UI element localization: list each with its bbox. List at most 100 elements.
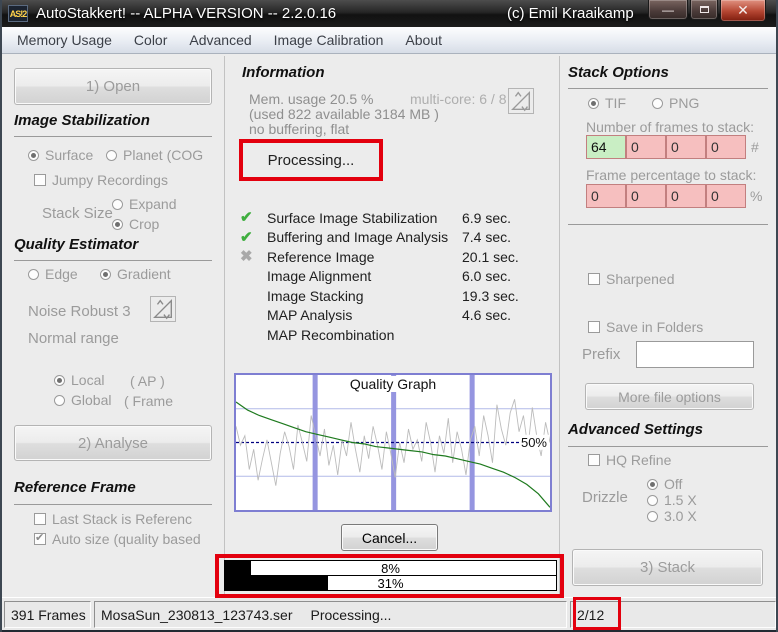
save-in-folders-checkbox[interactable]: Save in Folders [588, 319, 716, 335]
prefix-input[interactable] [636, 341, 754, 368]
open-button[interactable]: 1) Open [14, 68, 212, 105]
global-radio[interactable]: Global [54, 392, 111, 408]
nframes-input-3[interactable] [666, 135, 706, 159]
last-stack-reference-checkbox[interactable]: Last Stack is Referenc [34, 511, 216, 527]
task-row: Image Alignment 6.0 sec. [240, 267, 555, 287]
divider-right [559, 56, 560, 596]
task-row: ✔ Buffering and Image Analysis 7.4 sec. [240, 228, 555, 248]
divider [568, 446, 768, 447]
menu-item-image-calibration[interactable]: Image Calibration [273, 32, 384, 48]
png-radio[interactable]: PNG [652, 95, 699, 111]
menu-item-memory-usage[interactable]: Memory Usage [17, 32, 112, 48]
drizzle-15x-radio[interactable]: 1.5 X [647, 492, 697, 508]
task-label: Image Alignment [267, 268, 372, 285]
activity-text: Processing... [310, 606, 392, 623]
fperc-unit: % [750, 188, 763, 204]
prefix-label: Prefix [582, 346, 621, 363]
menu-item-advanced[interactable]: Advanced [189, 32, 252, 48]
task-time: 7.4 sec. [462, 229, 512, 246]
menu-item-color[interactable]: Color [133, 32, 168, 48]
app-icon: AS!2 [8, 5, 28, 22]
multi-core-stepper-icon[interactable] [508, 88, 534, 114]
progress-label: 31% [377, 576, 404, 591]
counter-cell: 2/12 [570, 601, 776, 628]
normal-range-label: Normal range [28, 330, 119, 347]
minimize-button[interactable]: — [648, 0, 688, 20]
edge-radio[interactable]: Edge [28, 266, 78, 282]
fperc-input-2[interactable] [626, 184, 666, 208]
nframes-label: Number of frames to stack: [586, 119, 755, 135]
quality-estimator-heading: Quality Estimator [14, 236, 139, 253]
divider [14, 136, 212, 137]
drizzle-label: Drizzle [582, 489, 628, 506]
sharpened-checkbox[interactable]: Sharpened [588, 271, 675, 287]
quality-graph-title: Quality Graph [345, 376, 441, 392]
title-bar: AS!2 AutoStakkert! -- ALPHA VERSION -- 2… [2, 0, 776, 27]
auto-size-checkbox[interactable]: Auto size (quality based [34, 531, 216, 547]
fperc-input-3[interactable] [666, 184, 706, 208]
cancel-button[interactable]: Cancel... [341, 524, 438, 551]
information-heading: Information [242, 64, 325, 81]
divider-left [224, 56, 225, 596]
quality-graph: Quality Graph 50% [234, 373, 552, 512]
task-label: Image Stacking [267, 287, 364, 304]
nframes-input-1[interactable] [586, 135, 626, 159]
annotation-processing-box: Processing... [239, 139, 383, 181]
local-radio[interactable]: Local [54, 372, 104, 388]
multi-core-text: multi-core: 6 / 8 [410, 91, 507, 107]
menu-item-about[interactable]: About [405, 32, 442, 48]
frames-count-cell: 391 Frames [4, 601, 91, 628]
progress-bar: 8% [224, 560, 557, 576]
file-status-cell: MosaSun_230813_123743.ser Processing... [94, 601, 567, 628]
progress-label: 8% [381, 561, 400, 576]
divider [568, 88, 768, 89]
processing-status-text: Processing... [267, 151, 355, 169]
mem-detail-text: (used 822 available 3184 MB ) [249, 106, 439, 122]
task-row: MAP Analysis 4.6 sec. [240, 306, 555, 326]
fperc-input-4[interactable] [706, 184, 746, 208]
close-button[interactable]: ✕ [720, 0, 766, 22]
maximize-button[interactable] [690, 0, 718, 20]
check-icon: ✔ [240, 209, 253, 227]
fperc-input-1[interactable] [586, 184, 626, 208]
image-stabilization-heading: Image Stabilization [14, 112, 150, 129]
copyright-text: (c) Emil Kraaikamp [507, 5, 634, 22]
hq-refine-checkbox[interactable]: HQ Refine [588, 452, 671, 468]
noise-robust-label: Noise Robust 3 [28, 303, 131, 320]
crop-radio[interactable]: Crop [112, 216, 159, 232]
analyse-button[interactable]: 2) Analyse [14, 425, 212, 461]
progress-fill [225, 576, 328, 590]
window-bottom-edge [2, 630, 776, 632]
planet-radio[interactable]: Planet (COG [106, 147, 214, 163]
nframes-input-2[interactable] [626, 135, 666, 159]
nframes-unit: # [751, 139, 759, 155]
fperc-label: Frame percentage to stack: [586, 167, 757, 183]
check-icon: ✔ [240, 228, 253, 246]
stack-size-label: Stack Size [42, 205, 113, 222]
noise-robust-stepper-icon[interactable] [150, 296, 176, 322]
expand-radio[interactable]: Expand [112, 196, 176, 212]
drizzle-30x-radio[interactable]: 3.0 X [647, 508, 697, 524]
surface-radio[interactable]: Surface [28, 147, 93, 163]
tif-radio[interactable]: TIF [588, 95, 626, 111]
advanced-settings-heading: Advanced Settings [568, 421, 704, 438]
progress-bars: 8% 31% [224, 560, 557, 591]
stack-button[interactable]: 3) Stack [572, 549, 763, 586]
task-time: 6.9 sec. [462, 209, 512, 226]
divider [14, 260, 212, 261]
more-file-options-button[interactable]: More file options [585, 383, 754, 410]
status-bar: 391 Frames MosaSun_230813_123743.ser Pro… [2, 597, 776, 630]
task-time: 20.1 sec. [462, 248, 519, 265]
jumpy-recordings-checkbox[interactable]: Jumpy Recordings [34, 172, 168, 188]
file-name: MosaSun_230813_123743.ser [101, 606, 293, 623]
nframes-input-4[interactable] [706, 135, 746, 159]
gradient-radio[interactable]: Gradient [100, 266, 171, 282]
drizzle-off-radio[interactable]: Off [647, 476, 682, 492]
progress-fill [225, 561, 252, 575]
task-label: MAP Recombination [267, 326, 395, 343]
divider [14, 504, 212, 505]
stack-options-heading: Stack Options [568, 64, 669, 81]
buffering-text: no buffering, flat [249, 121, 350, 137]
task-label: Reference Image [267, 248, 375, 265]
